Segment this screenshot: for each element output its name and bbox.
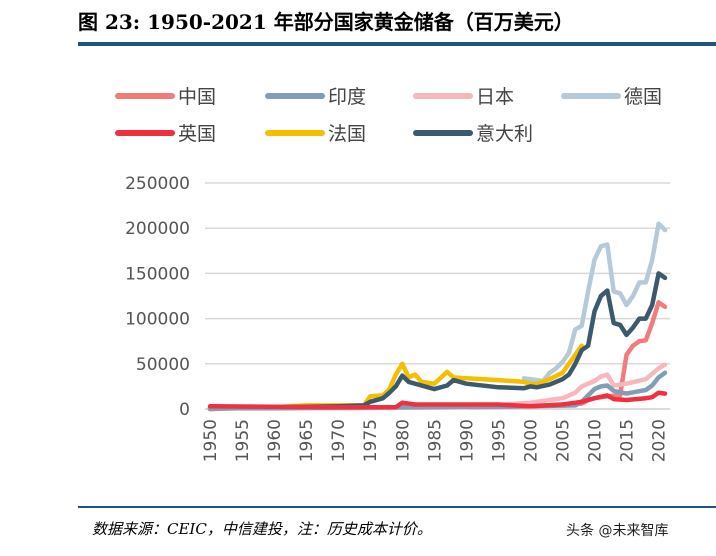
y-tick-label: 200000 [125,219,190,239]
footer-divider [78,506,716,508]
series-line-英国 [207,390,668,410]
series-line-意大利 [207,271,668,412]
y-tick-label: 150000 [125,264,190,284]
y-tick-label: 0 [179,400,190,420]
x-tick-label: 1965 [297,419,317,462]
x-tick-label: 1960 [265,419,285,462]
legend-label: 英国 [178,123,216,145]
x-tick-label: 1955 [233,419,253,462]
legend-label: 日本 [476,86,514,108]
series-line-德国 [521,221,668,384]
x-tick-label: 1990 [457,419,477,462]
y-tick-label: 50000 [136,355,190,375]
watermark: 头条 @未来智库 [566,523,669,539]
x-tick-label: 1970 [329,419,349,462]
chart-title: 图 23: 1950-2021 年部分国家黄金储备（百万美元） [78,10,574,34]
legend-label: 中国 [178,86,216,108]
x-tick-label: 1975 [361,419,381,462]
x-tick-label: 1995 [489,419,509,462]
x-tick-label: 2010 [586,419,606,462]
x-tick-label: 1985 [425,419,445,462]
chart: 0 50000 100000 150000 200000 250000 1950 1955 19… [115,86,670,462]
x-tick-label: 1980 [393,419,413,462]
x-tick-label: 2005 [553,419,573,462]
source-note: 数据来源：CEIC，中信建投，注：历史成本计价。 [92,520,432,538]
y-tick-label: 100000 [125,310,190,330]
legend-label: 意大利 [476,123,533,145]
title-divider [78,42,716,46]
legend-label: 法国 [328,123,366,145]
x-tick-label: 2015 [618,419,638,462]
legend-label: 德国 [624,86,662,108]
x-tick-label: 2020 [650,419,670,462]
x-tick-label: 1950 [201,419,221,462]
x-tick-label: 2000 [521,419,541,462]
y-tick-label: 250000 [125,174,190,194]
legend-label: 印度 [328,86,366,108]
